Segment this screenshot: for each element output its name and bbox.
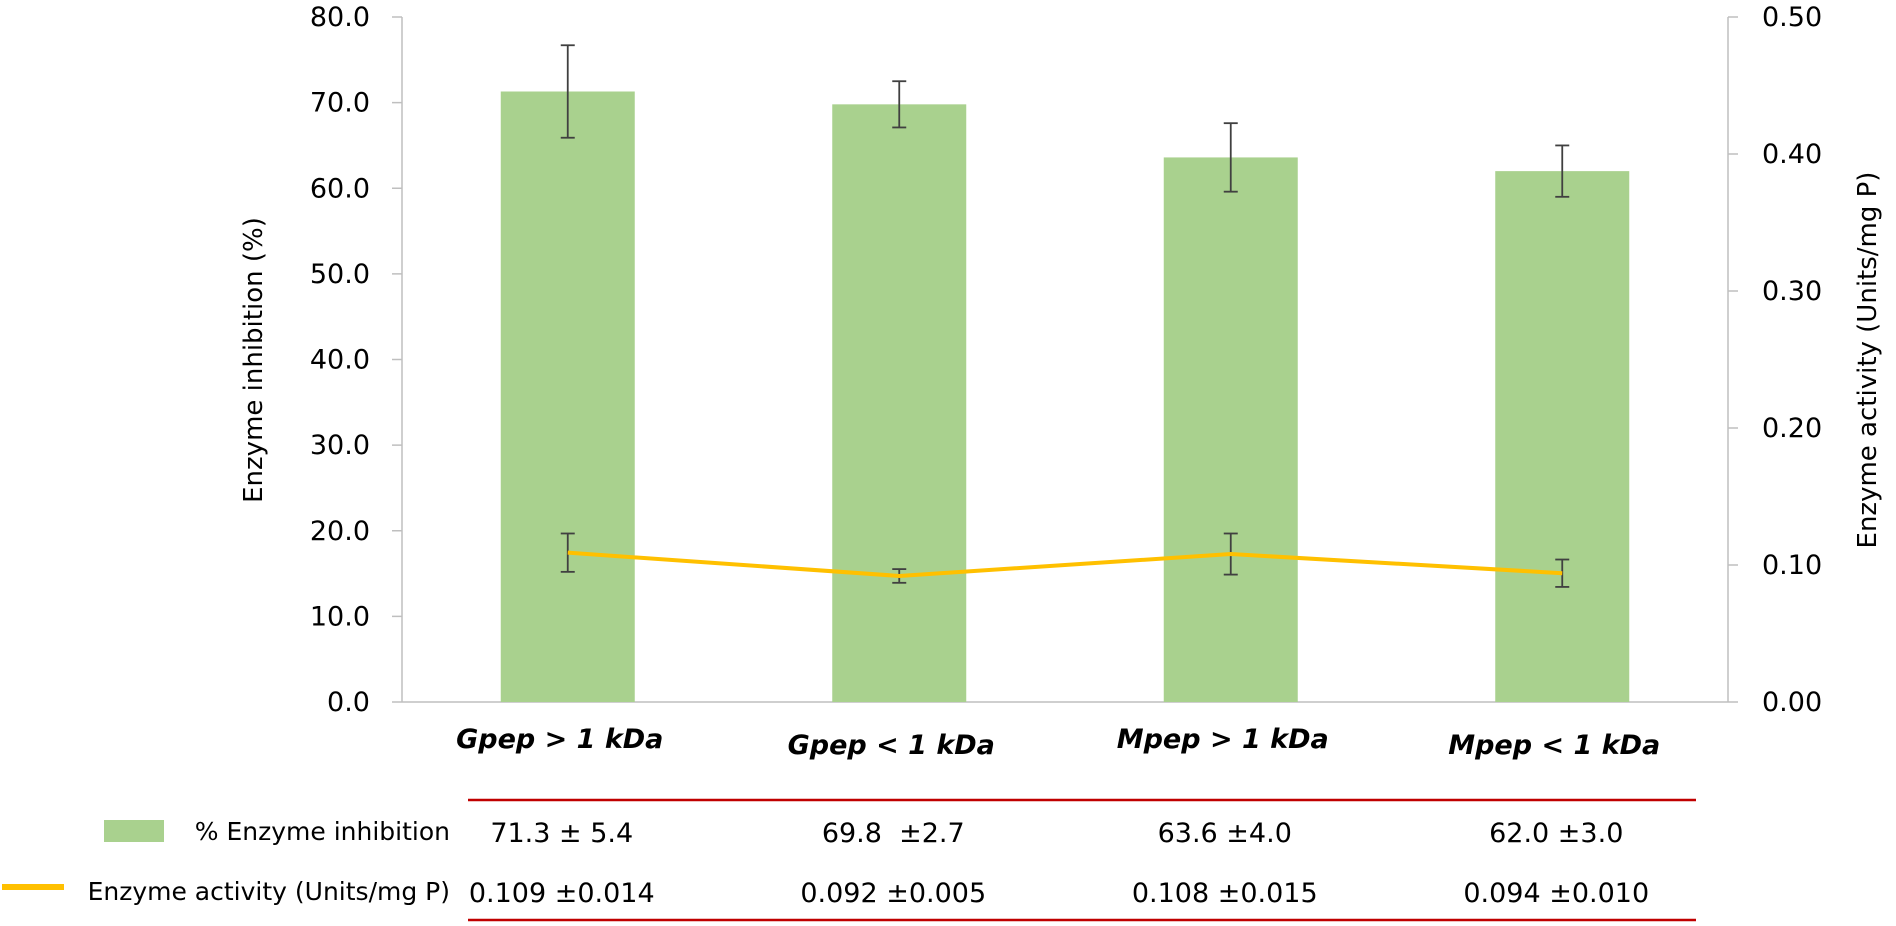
right-tick-label: 0.20: [1762, 413, 1822, 444]
category-label: Gpep < 1 kDa: [788, 730, 995, 761]
bar: [500, 91, 635, 702]
right-tick-label: 0.10: [1762, 550, 1822, 581]
enzyme-activity-line: [567, 550, 1563, 578]
table-cell: 0.108 ±0.015: [1132, 878, 1318, 909]
legend-key-bar: [104, 820, 164, 842]
data-table: % Enzyme inhibition 71.3 ± 5.4 69.8 ±2.7 63…: [2, 798, 1696, 922]
category-label: Gpep > 1 kDa: [456, 724, 663, 755]
legend-label: Enzyme activity (Units/mg P): [88, 877, 450, 906]
bar: [1495, 171, 1630, 702]
category-label: Mpep > 1 kDa: [1117, 724, 1329, 755]
bar: [832, 104, 967, 702]
right-tick-label: 0.40: [1762, 139, 1822, 170]
table-cell: 0.094 ±0.010: [1463, 878, 1649, 909]
left-tick-label: 50.0: [310, 259, 370, 290]
right-tick-label: 0.30: [1762, 276, 1822, 307]
table-cell: 0.109 ±0.014: [469, 878, 655, 909]
bar-error-bars: [560, 44, 1570, 198]
right-y-axis: 0.00 0.10 0.20 0.30 0.40 0.50: [1727, 2, 1822, 718]
table-cell: 69.8 ±2.7: [822, 818, 965, 849]
left-axis-title: Enzyme inhibition (%): [239, 217, 269, 503]
table-cell: 0.092 ±0.005: [800, 878, 986, 909]
left-tick-label: 40.0: [310, 345, 370, 376]
left-tick-label: 20.0: [310, 516, 370, 547]
left-tick-label: 80.0: [310, 2, 370, 33]
left-tick-label: 10.0: [310, 601, 370, 632]
category-labels: Gpep > 1 kDa Gpep < 1 kDa Mpep > 1 kDa Mpep…: [456, 724, 1660, 761]
left-tick-label: 60.0: [310, 173, 370, 204]
right-axis-title: Enzyme activity (Units/mg P): [1853, 172, 1883, 549]
category-label: Mpep < 1 kDa: [1448, 730, 1660, 761]
left-tick-label: 30.0: [310, 430, 370, 461]
legend-label: % Enzyme inhibition: [195, 817, 450, 846]
right-tick-label: 0.00: [1762, 687, 1822, 718]
bar: [1163, 157, 1298, 703]
table-cell: 71.3 ± 5.4: [490, 818, 633, 849]
table-cell: 62.0 ±3.0: [1489, 818, 1623, 849]
line-series: [560, 532, 1570, 588]
table-cell: 63.6 ±4.0: [1158, 818, 1292, 849]
left-tick-label: 70.0: [310, 88, 370, 119]
bar-series: [500, 91, 1630, 703]
right-tick-label: 0.50: [1762, 2, 1822, 33]
left-tick-label: 0.0: [327, 687, 370, 718]
